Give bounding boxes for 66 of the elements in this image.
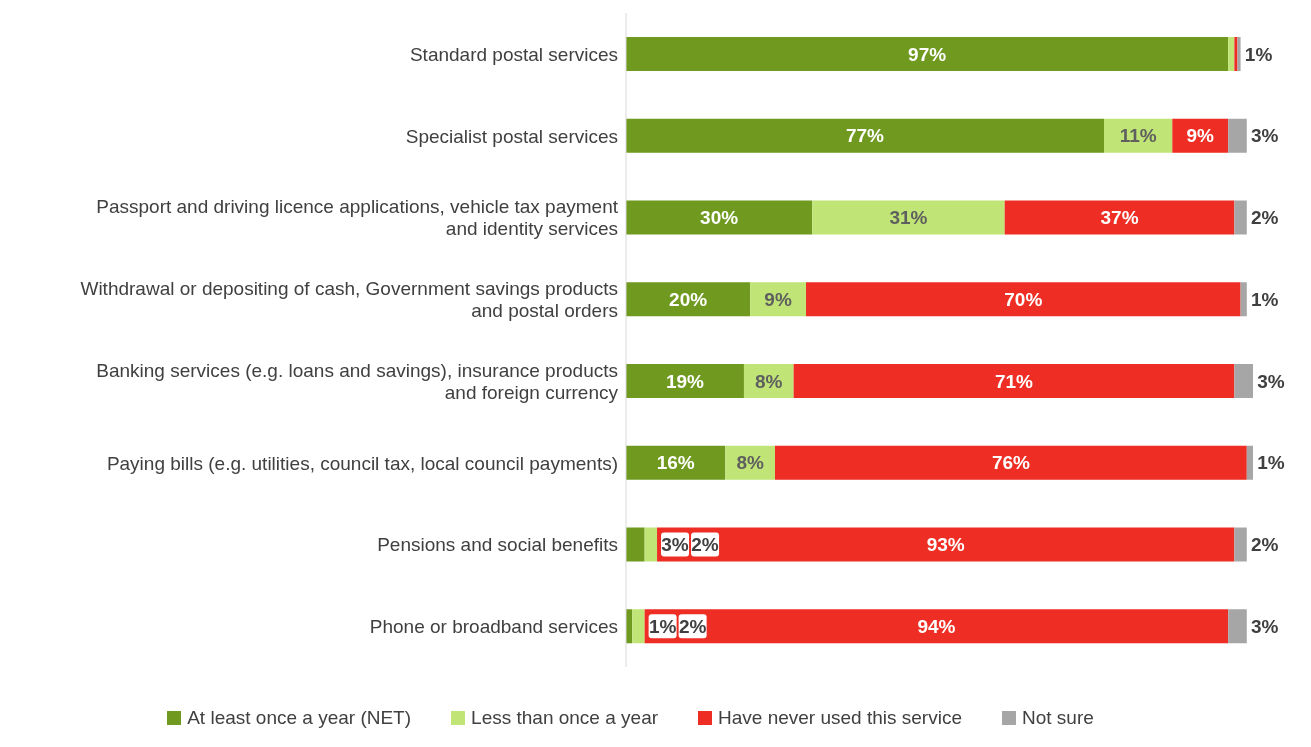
data-label: 8%: [736, 452, 764, 474]
bar: [1234, 200, 1247, 235]
data-label: 71%: [994, 370, 1034, 392]
data-label: 1%: [1257, 452, 1285, 474]
bar: [626, 282, 751, 317]
bar: [626, 37, 1229, 71]
y-tick-label: Paying bills (e.g. utilities, council tax, local council payments): [106, 452, 618, 474]
data-label: 93%: [926, 534, 965, 555]
bar: [1234, 527, 1247, 562]
bar: [626, 527, 645, 562]
y-tick-label: Pensions and social benefits: [377, 533, 618, 555]
data-label: 30%: [700, 207, 739, 228]
data-label: 31%: [889, 207, 928, 228]
data-label: 97%: [908, 43, 947, 65]
data-label: 20%: [669, 288, 708, 310]
data-label: 19%: [665, 370, 705, 392]
y-tick-label: Passport and driving licence applications, vehicle tax payment and identity services: [96, 195, 619, 239]
legend-label: Have never used this service: [717, 707, 962, 729]
data-label: 1%: [1244, 43, 1273, 65]
bar: [1228, 37, 1235, 71]
data-label: 77%: [845, 125, 885, 147]
data-label: 37%: [1100, 207, 1139, 228]
data-label: 1%: [648, 615, 677, 637]
bar: [632, 609, 645, 644]
bar: [1228, 118, 1247, 153]
y-tick-label: Banking services (e.g. loans and savings), insurance products and foreign currency: [96, 359, 619, 403]
data-label: 1%: [1251, 288, 1279, 310]
data-label: 3%: [1257, 370, 1285, 392]
bar: [806, 282, 1241, 317]
legend-label: At least once a year (NET): [186, 707, 412, 729]
bar: [1234, 364, 1253, 398]
data-label: 9%: [764, 288, 792, 310]
legend-label: Not sure: [1021, 707, 1094, 729]
data-label: 8%: [755, 370, 783, 392]
legend-label: Less than once a year: [470, 707, 659, 729]
data-label: 2%: [691, 534, 719, 555]
y-tick-label: Phone or broadband services: [369, 615, 618, 637]
data-label: 3%: [1251, 125, 1279, 147]
data-label: 11%: [1119, 125, 1157, 147]
bar: [774, 445, 1247, 480]
bar: [793, 364, 1235, 398]
data-label: 2%: [1251, 534, 1279, 555]
data-label: 76%: [991, 452, 1031, 474]
data-label: 70%: [1004, 288, 1043, 310]
bar: [1228, 609, 1247, 644]
bar: [812, 200, 1005, 235]
bar: [1246, 445, 1253, 480]
bar: [657, 527, 1235, 562]
bar: [1004, 200, 1235, 235]
data-label: 16%: [656, 452, 695, 474]
data-label: 2%: [1251, 207, 1279, 228]
bar: [626, 118, 1105, 153]
data-label: 9%: [1186, 125, 1215, 147]
bar: [644, 609, 1229, 644]
bar: [626, 364, 744, 398]
data-label: 3%: [1251, 615, 1279, 637]
y-tick-label: Specialist postal services: [405, 125, 618, 147]
y-tick-label: Withdrawal or depositing of cash, Government savings products and postal orders: [80, 277, 618, 321]
bar: [1240, 282, 1247, 317]
data-label: 3%: [661, 534, 689, 555]
data-label: 94%: [917, 615, 956, 637]
bar: [626, 200, 813, 235]
data-label: 2%: [678, 615, 707, 637]
bar: [626, 445, 726, 480]
y-tick-label: Standard postal services: [409, 43, 618, 65]
bar: [644, 527, 658, 562]
